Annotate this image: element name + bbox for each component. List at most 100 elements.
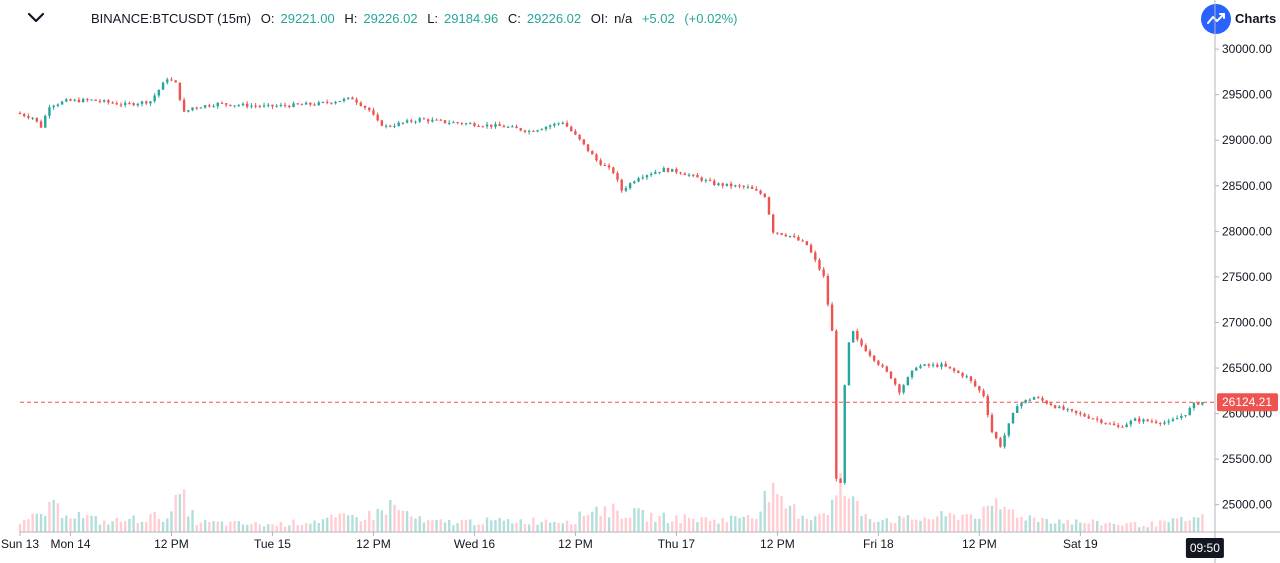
volume-bar (801, 515, 804, 532)
candle-body (212, 106, 215, 108)
volume-bar (279, 521, 283, 532)
volume-bar (750, 518, 754, 532)
volume-bar (973, 518, 977, 532)
volume-bar (98, 524, 102, 532)
volume-bar (1180, 516, 1183, 532)
candle-body (675, 168, 678, 173)
close-value: 29226.02 (526, 11, 582, 26)
candle-body (166, 79, 169, 83)
candle-body (283, 104, 287, 106)
candle-body (658, 171, 661, 173)
volume-bar (18, 523, 22, 532)
candle-body (271, 104, 274, 107)
volume-bar (557, 522, 560, 532)
volume-bar (999, 509, 1002, 532)
candle-body (750, 186, 754, 189)
candle-body (384, 125, 388, 127)
volume-bar (317, 523, 320, 532)
candle-body (27, 116, 30, 118)
volume-bar (473, 525, 476, 532)
volume-bar (380, 510, 384, 532)
volume-bar (1159, 520, 1162, 532)
volume-bar (77, 511, 81, 532)
candle-body (39, 121, 43, 128)
volume-bar (136, 523, 140, 532)
volume-bar (662, 512, 665, 532)
candle-body (418, 118, 421, 122)
candle-body (826, 275, 830, 305)
candle-body (267, 104, 270, 106)
volume-bar (586, 514, 590, 532)
candle-body (1087, 416, 1090, 419)
candle-body (738, 185, 741, 187)
candle-body (44, 115, 47, 128)
candle-body (498, 124, 501, 126)
volume-bar (746, 515, 750, 532)
volume-bar (910, 519, 914, 532)
volume-bar (729, 515, 733, 532)
volume-bar (384, 514, 388, 532)
volume-bar (1083, 523, 1086, 532)
x-tick-label: Sat 19 (1063, 537, 1098, 551)
volume-bar (654, 521, 657, 532)
volume-bar (1011, 509, 1015, 532)
volume-bar (363, 519, 367, 532)
volume-bar (258, 524, 262, 532)
candle-body (506, 126, 510, 128)
volume-bar (35, 513, 39, 532)
candle-body (717, 183, 720, 186)
candle-body (1154, 421, 1158, 423)
candle-body (229, 104, 232, 106)
x-tick-label: 12 PM (356, 537, 391, 551)
candle-body (439, 119, 442, 121)
candle-body (1011, 412, 1015, 424)
candle-body (1100, 419, 1103, 423)
volume-bar (128, 518, 131, 532)
x-tick-label: Fri 18 (863, 537, 894, 551)
candle-body (452, 122, 455, 124)
volume-bar (1095, 520, 1099, 532)
candle-body (944, 363, 947, 367)
candle-body (894, 378, 897, 385)
candle-body (443, 120, 447, 123)
candle-body (481, 126, 485, 128)
candle-body (645, 175, 649, 178)
candle-body (372, 110, 375, 115)
volume-bar (915, 519, 918, 532)
candle-body (300, 104, 304, 106)
volume-bar (898, 515, 901, 532)
volume-bar (73, 518, 76, 532)
volume-bar (498, 517, 501, 532)
candle-body (1159, 422, 1162, 424)
volume-bar (229, 521, 232, 532)
candle-body (982, 390, 985, 397)
volume-bar (60, 518, 64, 532)
charts-brand[interactable]: Charts (1201, 4, 1280, 34)
oi-value: n/a (614, 11, 633, 26)
candle-body (721, 183, 724, 186)
candle-body (641, 177, 644, 179)
candle-body (389, 125, 392, 127)
candle-body (77, 99, 81, 103)
volume-bar (330, 514, 333, 532)
y-tick-label: 25500.00 (1222, 452, 1272, 466)
candle-body (1192, 402, 1196, 409)
chevron-down-icon[interactable] (26, 8, 46, 28)
volume-bar (641, 509, 644, 532)
candle-body (805, 241, 809, 246)
volume-bar (393, 504, 396, 532)
candle-body (725, 183, 729, 186)
candle-body (275, 105, 278, 107)
change-percent: (+0.02%) (684, 11, 738, 26)
candle-body (591, 151, 594, 155)
candle-body (1196, 402, 1200, 405)
candle-body (414, 121, 417, 123)
volume-bar (1150, 521, 1154, 532)
candle-body (990, 415, 994, 433)
volume-bar (351, 514, 354, 532)
volume-bar (426, 520, 430, 532)
volume-bar (456, 522, 459, 532)
x-tick-label: Mon 14 (50, 537, 90, 551)
symbol-label[interactable]: BINANCE:BTCUSDT (15m) (91, 11, 252, 26)
